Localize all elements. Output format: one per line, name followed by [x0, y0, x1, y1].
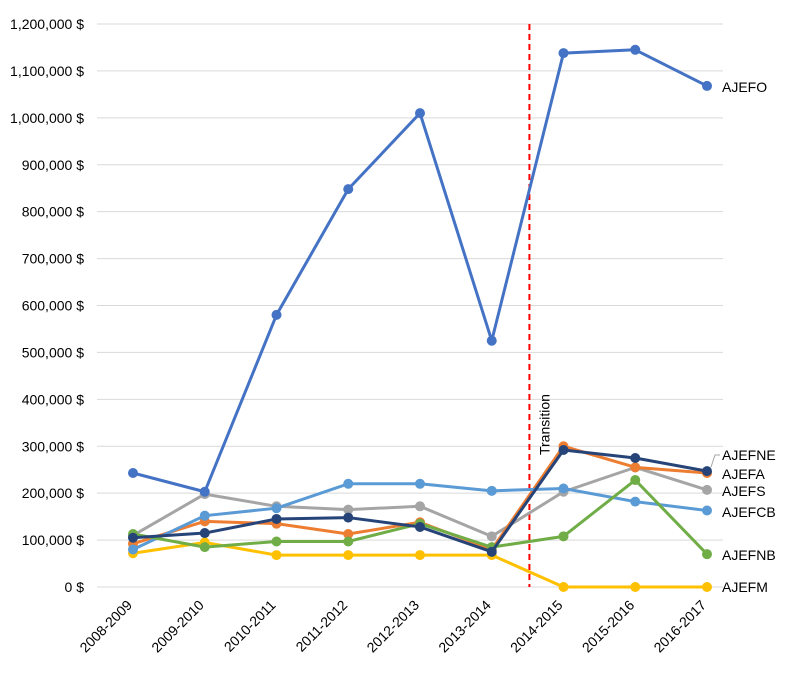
y-tick-label: 800,000 $ [22, 204, 84, 220]
data-point [486, 485, 497, 496]
series-line [132, 478, 709, 556]
data-point [415, 108, 425, 119]
data-point [343, 550, 354, 561]
data-point [128, 467, 138, 478]
data-point [343, 528, 354, 539]
y-tick-label: 500,000 $ [22, 344, 84, 360]
data-point [415, 501, 425, 512]
series-label-ajefs: AJEFS [722, 483, 766, 499]
data-point [199, 542, 210, 553]
label-leader-line [710, 454, 720, 468]
y-axis: 0 $ 100,000 $ 200,000 $ 300,000 $ 400,000 $ 5… [10, 16, 84, 595]
data-point [702, 466, 712, 477]
series-line [132, 540, 707, 589]
data-point [343, 478, 354, 489]
y-tick-label: 700,000 $ [22, 251, 84, 267]
x-tick-label: 2016-2017 [650, 597, 709, 656]
data-point [486, 335, 497, 346]
y-tick-label: 200,000 $ [22, 485, 84, 501]
series-lines [128, 44, 712, 592]
data-point [271, 309, 282, 320]
x-tick-label: 2012-2013 [363, 597, 422, 656]
y-tick-label: 1,100,000 $ [10, 63, 84, 79]
series-label-ajefa: AJEFA [722, 466, 765, 482]
data-point [702, 484, 712, 495]
transition-marker: Transition [528, 24, 552, 587]
data-point [199, 486, 210, 497]
y-tick-label: 300,000 $ [22, 438, 84, 454]
data-point [702, 549, 712, 560]
data-point [630, 475, 641, 486]
series-ajefo [128, 44, 712, 497]
x-tick-label: 2013-2014 [435, 597, 494, 656]
data-point [199, 528, 210, 539]
data-point [415, 550, 425, 561]
series-line [132, 448, 708, 554]
series-label-ajefm: AJEFM [722, 579, 768, 595]
series-label-ajefnb: AJEFNB [722, 547, 776, 563]
data-point [343, 504, 354, 515]
series-label-ajefcb: AJEFCB [722, 504, 776, 520]
data-point [199, 510, 210, 521]
x-tick-label: 2009-2010 [148, 597, 207, 656]
data-point [630, 462, 641, 473]
y-tick-label: 600,000 $ [22, 298, 84, 314]
data-point [558, 582, 569, 592]
data-point [486, 546, 497, 557]
data-point [128, 532, 138, 543]
data-point [630, 44, 641, 55]
data-point [702, 582, 712, 592]
x-tick-label: 2010-2011 [221, 597, 279, 655]
data-point [630, 452, 641, 463]
data-point [702, 80, 712, 91]
y-tick-label: 400,000 $ [22, 391, 84, 407]
data-point [343, 536, 354, 547]
data-point [558, 483, 569, 494]
data-point [415, 521, 425, 532]
data-point [343, 184, 354, 195]
transition-label: Transition [536, 394, 552, 455]
data-point [271, 513, 282, 524]
y-tick-label: 1,000,000 $ [10, 110, 84, 126]
data-point [630, 582, 641, 592]
x-tick-label: 2008-2009 [76, 597, 135, 656]
series-label-ajefo: AJEFO [722, 79, 767, 95]
data-point [558, 531, 569, 542]
series-label-ajefne: AJEFNE [722, 447, 776, 463]
data-point [343, 512, 354, 523]
data-point [630, 496, 641, 507]
y-tick-label: 900,000 $ [22, 157, 84, 173]
y-tick-label: 1,200,000 $ [10, 16, 84, 32]
data-point [558, 445, 569, 456]
x-tick-label: 2015-2016 [579, 597, 638, 656]
data-point [415, 478, 425, 489]
y-tick-label: 100,000 $ [22, 532, 84, 548]
x-tick-label: 2011-2012 [292, 597, 350, 655]
y-tick-label: 0 $ [65, 579, 85, 595]
x-axis: 2008-2009 2009-2010 2010-2011 2011-2012 2012… [76, 597, 709, 656]
data-point [702, 505, 712, 516]
data-point [486, 531, 497, 542]
data-point [271, 536, 282, 547]
data-point [271, 503, 282, 514]
data-point [558, 48, 569, 59]
data-point [271, 550, 282, 561]
x-tick-label: 2014-2015 [507, 597, 566, 656]
data-point [128, 544, 138, 555]
series-ajefne [128, 445, 712, 557]
